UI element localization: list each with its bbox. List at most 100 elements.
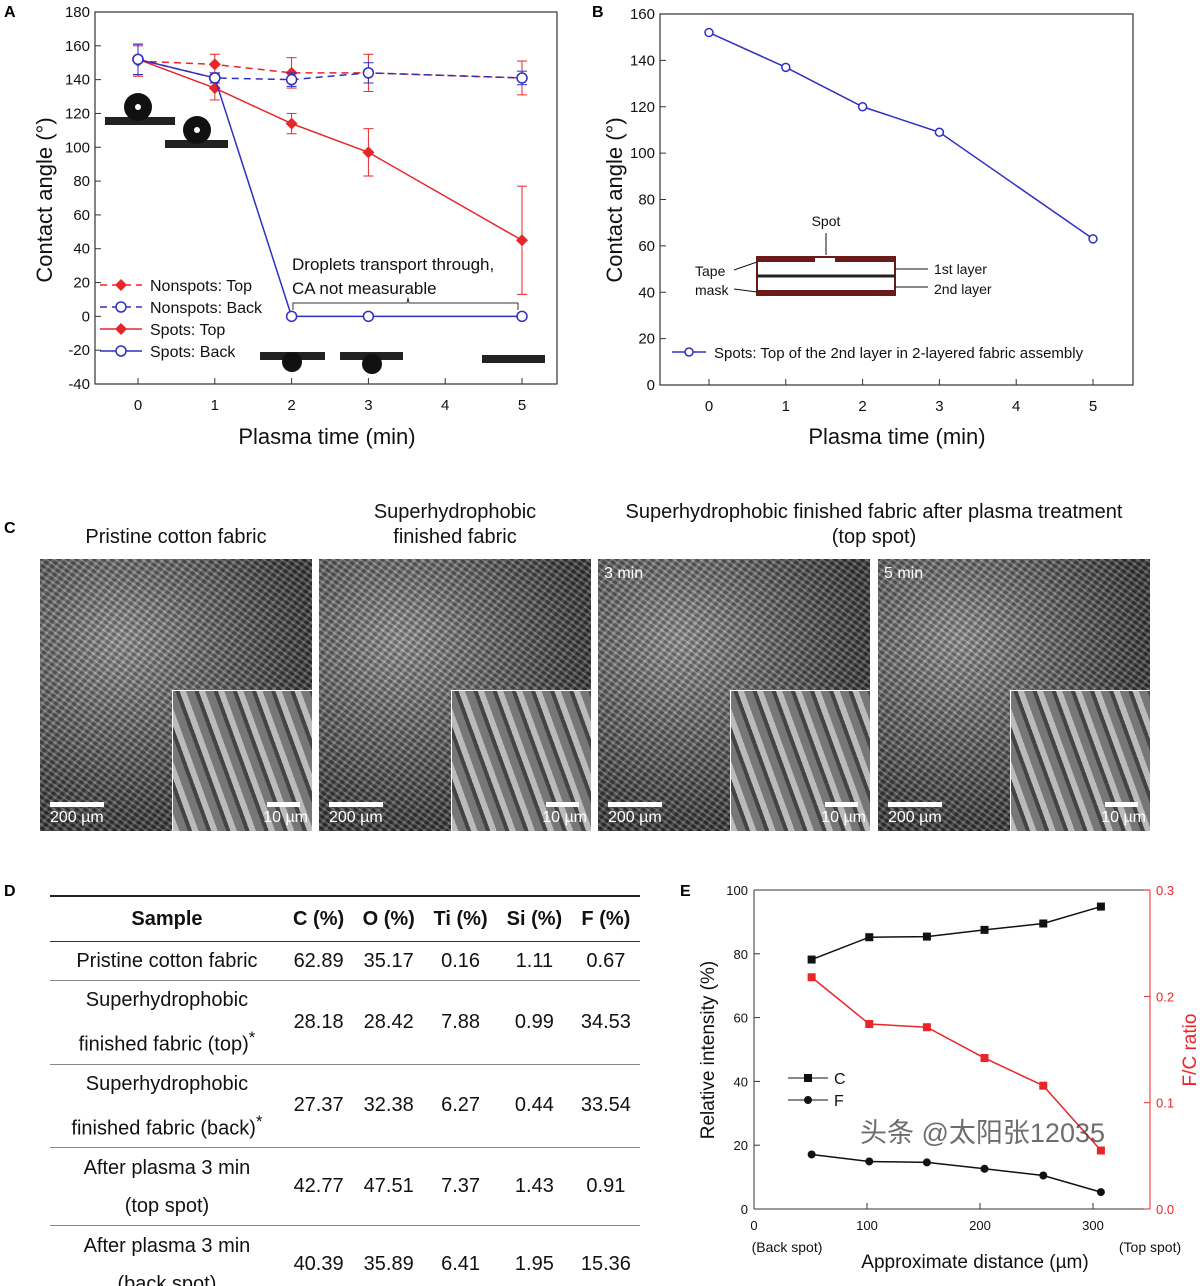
y-tick-label: 40 — [734, 1074, 748, 1089]
sample-cell: Superhydrophobic finished fabric (top)* — [50, 980, 284, 1065]
y2-tick-label: 0.0 — [1156, 1202, 1174, 1217]
value-cell: 0.91 — [571, 1147, 640, 1227]
scale-bar — [50, 802, 104, 807]
droplet-icon — [362, 354, 382, 374]
y-tick-label: 0 — [741, 1202, 748, 1217]
scale-bar — [546, 802, 579, 807]
scale-bar — [825, 802, 858, 807]
time-label: 5 min — [884, 565, 924, 582]
chart-a — [94, 11, 558, 385]
value-cell: 7.37 — [424, 1147, 498, 1227]
tape-mask — [757, 257, 815, 262]
value-cell: 33.54 — [571, 1064, 640, 1149]
sem-image: 200 µm 10 µm 5 min — [878, 559, 1150, 831]
scale-label: 10 µm — [1101, 809, 1146, 826]
value-cell: 47.51 — [353, 1147, 425, 1227]
arrow — [733, 261, 758, 271]
data-point — [115, 323, 127, 335]
y-tick-label: 140 — [65, 72, 90, 89]
data-point — [209, 72, 221, 84]
sem-inset — [451, 690, 591, 831]
panel-label-C: C — [4, 520, 16, 537]
chart-b — [659, 13, 1134, 386]
x-tick-label: 0 — [705, 398, 713, 415]
scale-bar — [267, 802, 300, 807]
data-point — [1096, 1188, 1105, 1197]
x-tick-label: 1 — [782, 398, 790, 415]
data-point — [362, 67, 375, 79]
sem-image: 200 µm 10 µm — [319, 559, 591, 831]
value-cell: 35.89 — [353, 1225, 425, 1286]
droplet-highlight — [135, 104, 141, 110]
y-tick-label: 0 — [82, 308, 90, 325]
arrow — [733, 288, 758, 293]
series-spots-back — [100, 43, 528, 357]
legend-label: C — [834, 1071, 846, 1088]
data-point — [857, 102, 868, 112]
y-tick-label: 20 — [73, 275, 90, 292]
data-point — [516, 310, 528, 323]
data-point — [285, 310, 298, 323]
data-point — [285, 117, 298, 130]
panel-c-title: Pristine cotton fabric — [85, 526, 267, 548]
x-tick-label: 2 — [287, 397, 295, 414]
y-axis-label: Contact angle (°) — [32, 117, 57, 282]
inset-label: Spot — [812, 213, 841, 229]
value-cell: 28.18 — [283, 980, 354, 1065]
x-tick-label: 100 — [856, 1218, 878, 1233]
composition-table: Sample C (%) O (%) Ti (%) Si (%) F (%) Pristi… — [50, 895, 640, 1286]
y2-tick-label: 0.1 — [1156, 1096, 1174, 1111]
data-point — [684, 347, 694, 357]
sample-cell: After plasma 3 min (top spot) — [50, 1147, 284, 1227]
x-tick-label: 5 — [518, 397, 526, 414]
y-tick-label: 80 — [734, 947, 748, 962]
panel-label-A: A — [4, 4, 16, 21]
inset-label: mask — [695, 282, 729, 298]
table-row: Pristine cotton fabric 62.89 35.17 0.16 1.11… — [50, 941, 640, 981]
y-tick-label: 40 — [638, 284, 655, 301]
sample-cell: Pristine cotton fabric — [50, 941, 284, 981]
series-line — [137, 60, 523, 79]
scale-bar — [608, 802, 662, 807]
legend-label: F — [834, 1093, 844, 1110]
table-row: After plasma 3 min (top spot) 42.77 47.51 7.… — [50, 1147, 640, 1227]
table-header: O (%) — [353, 895, 425, 942]
data-point — [922, 932, 931, 941]
x-tick-label: 300 — [1082, 1218, 1104, 1233]
panel-label-D: D — [4, 883, 16, 900]
series-line — [811, 905, 1102, 961]
scale-label: 200 µm — [329, 809, 383, 826]
x-tick-label: 0 — [750, 1218, 757, 1233]
data-point — [115, 301, 127, 313]
value-cell: 27.37 — [283, 1064, 354, 1149]
sem-image: 200 µm 10 µm — [40, 559, 312, 831]
x-tick-label: 3 — [935, 398, 943, 415]
y-tick-label: 160 — [630, 6, 655, 23]
table-header: Si (%) — [497, 895, 572, 942]
data-point — [362, 310, 375, 323]
data-point — [865, 1020, 874, 1029]
droplet-image — [482, 355, 545, 363]
x-tick-label: 4 — [1012, 398, 1020, 415]
droplet-icon — [282, 352, 302, 372]
panel-c-title: Superhydrophobic finished fabric — [373, 501, 537, 548]
data-point — [362, 146, 375, 159]
y-tick-label: 80 — [73, 173, 90, 190]
legend-label: Nonspots: Back — [150, 300, 263, 317]
y-tick-label: -20 — [68, 342, 90, 359]
sem-inset — [172, 690, 312, 831]
series-line — [811, 1153, 1102, 1193]
scale-label: 10 µm — [821, 809, 866, 826]
data-point — [934, 127, 945, 138]
data-point — [516, 234, 528, 247]
y-tick-label: 160 — [65, 38, 90, 55]
value-cell: 1.43 — [497, 1147, 572, 1227]
series-line — [708, 31, 1094, 240]
data-point — [807, 1150, 816, 1159]
value-cell: 1.95 — [497, 1225, 572, 1286]
y-tick-label: 120 — [65, 105, 90, 122]
table-row: Superhydrophobic finished fabric (top)* 28… — [50, 980, 640, 1065]
data-point — [1039, 1171, 1048, 1180]
legend-label: Spots: Top — [150, 322, 225, 339]
